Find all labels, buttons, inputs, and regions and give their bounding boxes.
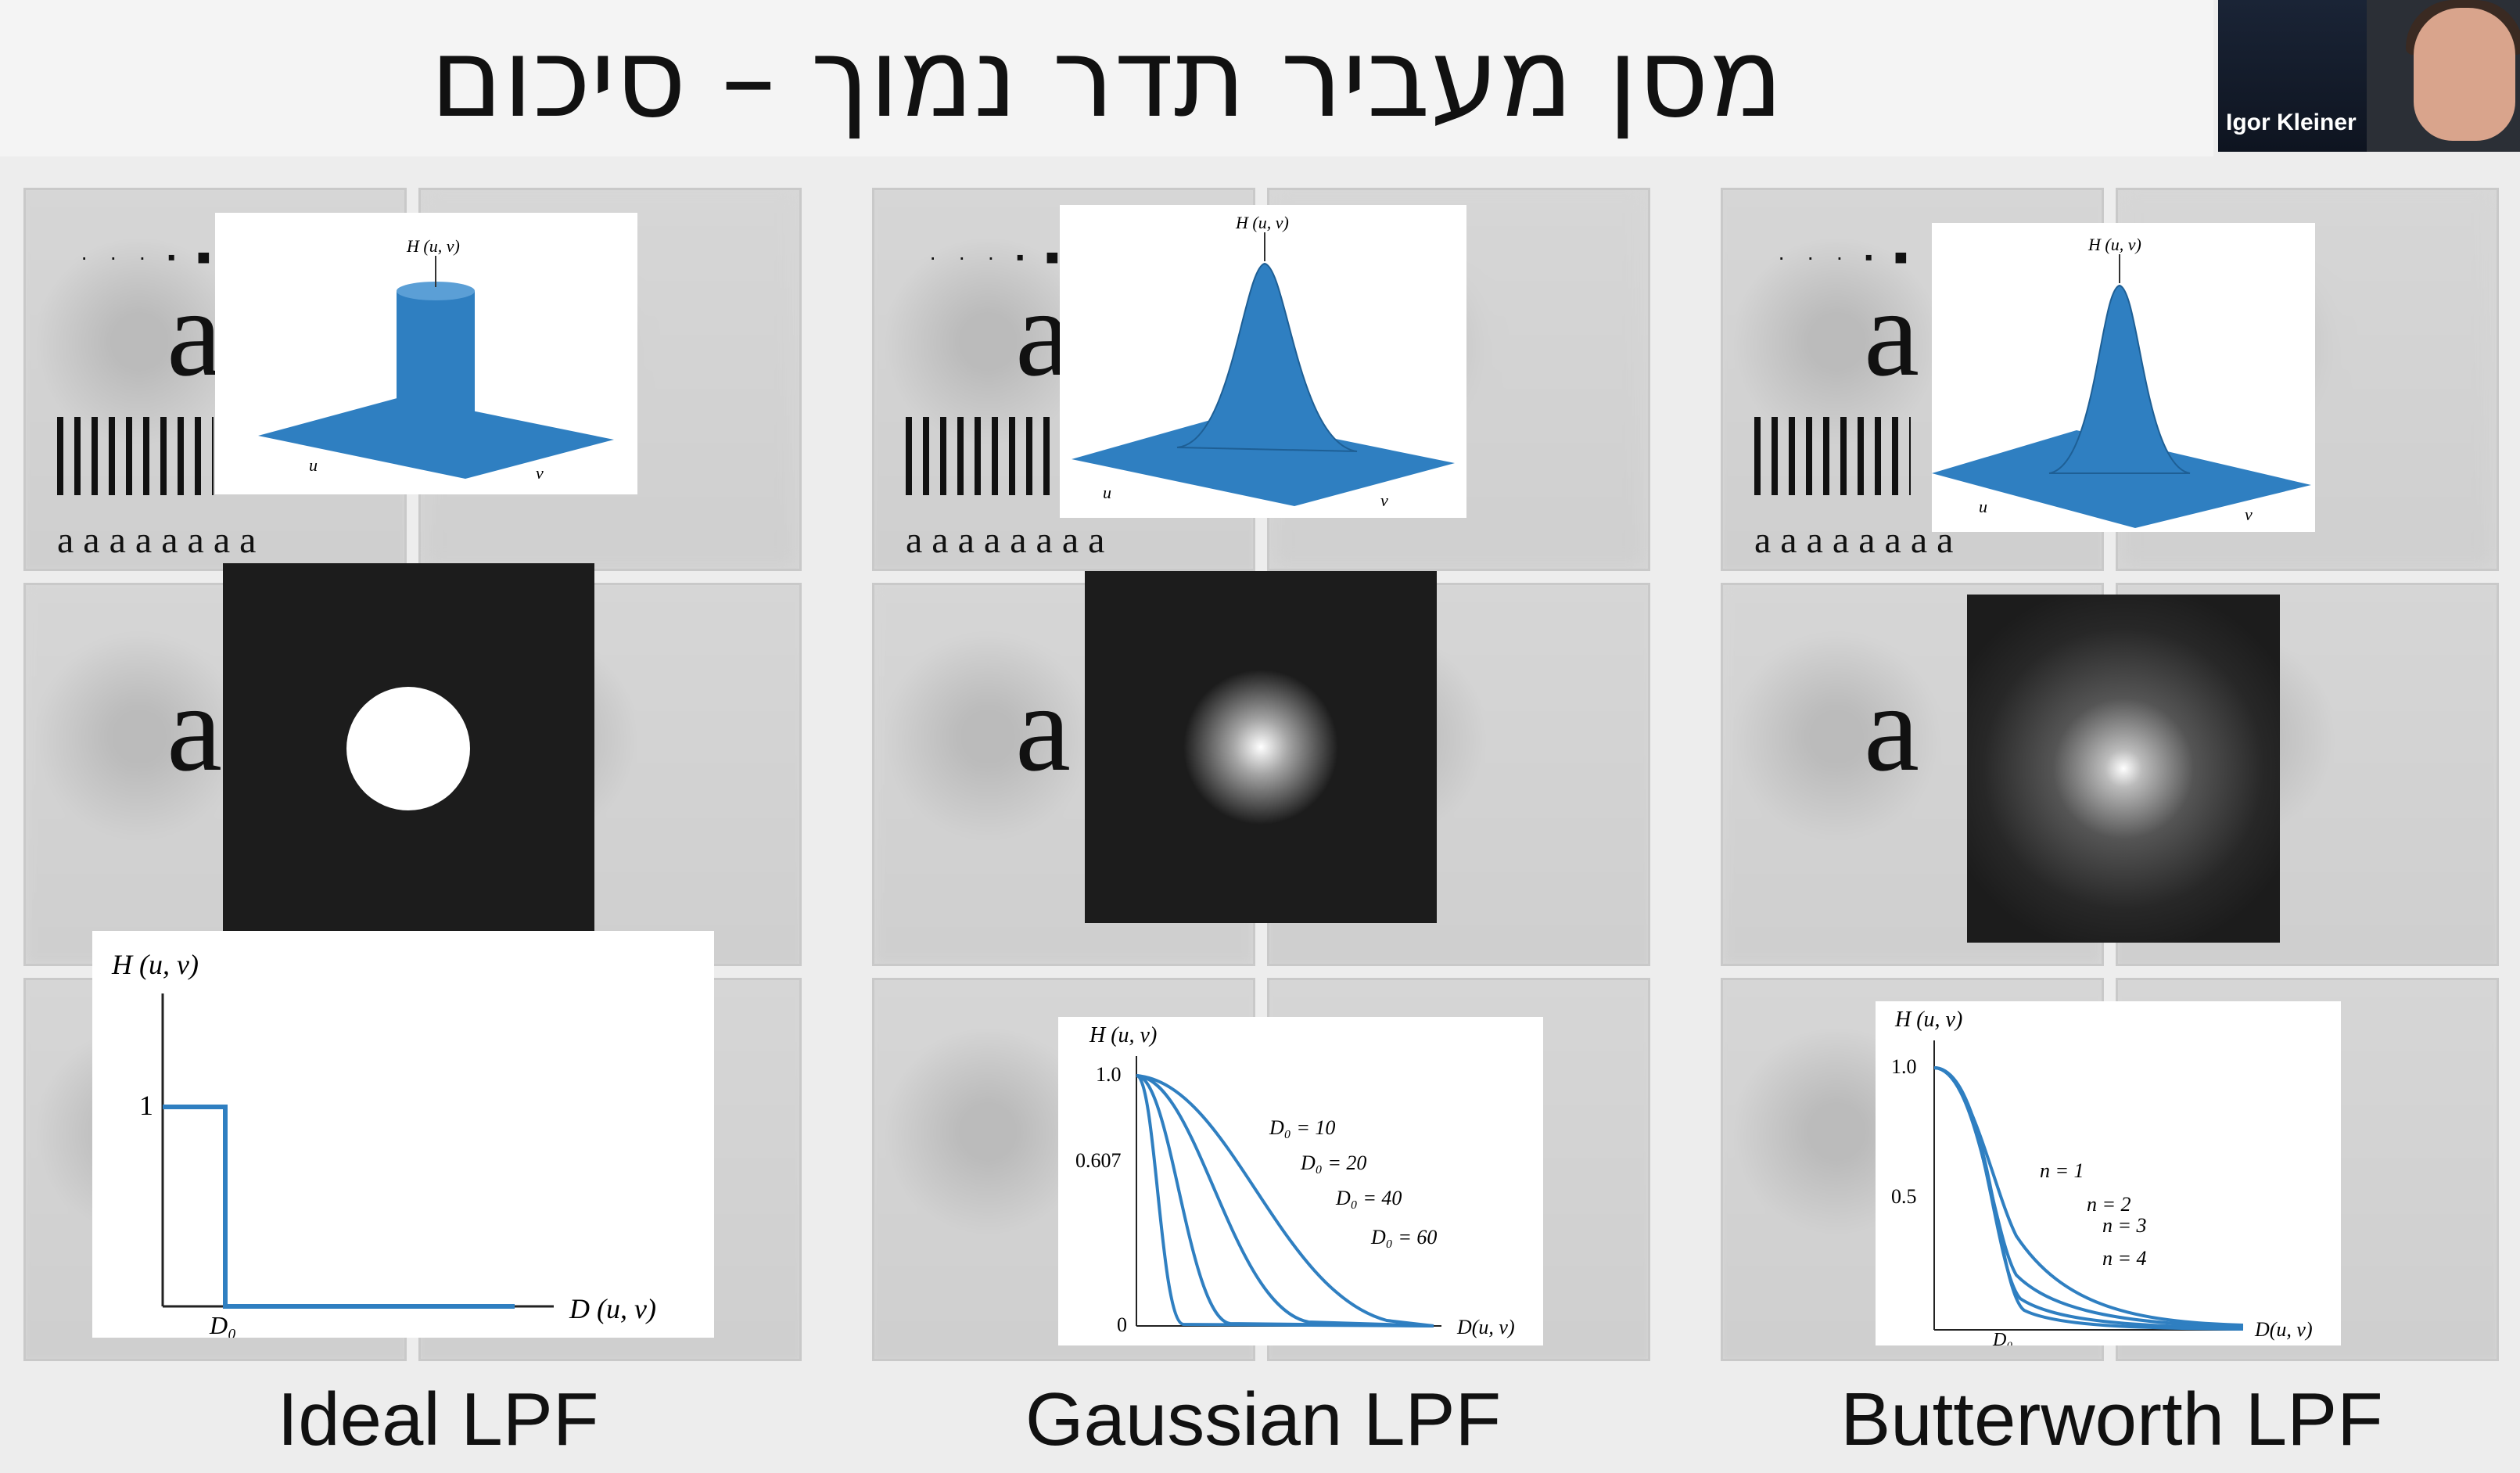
tile-bars [906,417,1062,495]
profile-curve [1135,1074,1434,1327]
plot-label-u: u [309,455,318,475]
legend-entry: D₀ = 60 [1370,1226,1437,1248]
profile-xlabel: D (u, v) [569,1293,656,1324]
tile-letter: a [167,658,223,797]
panel-gaussian-lpf: · · · ▪ ■ a a a a a a a a a a a H (u, v)… [872,188,1654,1461]
profile-xtick: D₀ [209,1311,236,1338]
tile-letter: a [1864,263,1920,402]
tile-row: a a a a a a a a [906,519,1105,561]
profile-ylabel: H (u, v) [1894,1008,1962,1032]
legend-entry: n = 2 [2087,1193,2131,1216]
tile-dots: · · · ▪ ■ [1778,245,1915,269]
plot-base [1072,416,1455,506]
filter-2d-image [223,563,594,931]
panel-butterworth-lpf: · · · ▪ ■ a a a a a a a a a a a H (u, v)… [1721,188,2503,1461]
filter-3d-svg: H (u, v) u v [1072,213,1455,510]
filter-profile-plot: H (u, v) 1.0 0.5 n = 1 n = 2 n = 3 n = 4… [1876,1001,2341,1350]
profile-curve [163,1105,515,1309]
plot-label-h: H (u, v) [406,236,460,256]
profile-curve [1933,1066,2244,1331]
slide-title-text: מסן מעביר תדר נמוך – סיכום [430,14,1783,142]
plot-base [1932,430,2311,528]
legend-entry: n = 4 [2102,1247,2147,1270]
profile-ylabel: H (u, v) [111,949,199,980]
profile-xlabel: D(u, v) [1456,1316,1515,1338]
panel-ideal-lpf: · · · ▪ ■ a a a a a a a a a a a H (u, v)… [23,188,806,1461]
profile-ytick: 1.0 [1891,1055,1917,1078]
plot-bell [2048,284,2191,474]
profile-curve [1136,1074,1434,1327]
filter-3d-plot: H (u, v) u v [1932,223,2315,532]
plot-cylinder-top [397,282,475,300]
profile-ytick: 0.5 [1891,1185,1917,1208]
profile-ytick: 0.607 [1075,1149,1122,1172]
panel-caption: Gaussian LPF [1025,1378,1502,1461]
tile-bars [1754,417,1911,495]
filter-3d-plot: H (u, v) u v [215,213,637,494]
filter-3d-svg: H (u, v) u v [1932,235,2311,528]
tile-dots: · · · ▪ ■ [929,245,1067,269]
tile-letter: a [1015,658,1072,797]
filter-profile-plot: H (u, v) 1.0 0.607 0 D₀ = 10 D₀ = 20 D₀ … [1058,1017,1543,1345]
profile-xtick: D₀ [1992,1330,2013,1345]
filter-profile-svg: H (u, v) 1.0 0.607 0 D₀ = 10 D₀ = 20 D₀ … [1075,1023,1515,1338]
webcam-name: Igor Kleiner [2226,110,2357,135]
tile-dots: · · · ▪ ■ [81,245,218,269]
plot-bell [1176,262,1358,452]
legend-entry: n = 1 [2040,1159,2084,1182]
legend-entry: D₀ = 10 [1269,1116,1335,1139]
tile-bars [57,417,214,495]
legend-entry: D₀ = 20 [1300,1151,1366,1174]
profile-ytick: 1 [139,1090,153,1121]
profile-ytick: 1.0 [1096,1063,1122,1086]
filter-profile-svg: H (u, v) 1.0 0.5 n = 1 n = 2 n = 3 n = 4… [1891,1008,2313,1350]
filter-glow [1967,595,2280,943]
plot-label-h: H (u, v) [2087,235,2141,254]
filter-profile-plot: H (u, v) 1 D₀ D (u, v) [92,931,714,1339]
profile-curve [1136,1074,1434,1327]
profile-curve [1136,1074,1434,1327]
plot-label-v: v [1380,490,1388,510]
tile-letter: a [1864,658,1920,797]
tile-letter: a [167,263,223,402]
filter-glow [1183,669,1339,825]
plot-cylinder [397,291,475,444]
plot-label-u: u [1979,497,1987,516]
panel-caption: Ideal LPF [277,1378,599,1461]
legend-entry: D₀ = 40 [1335,1187,1402,1209]
slide-title: מסן מעביר תדר נמוך – סיכום [0,0,2213,156]
tile-row: a a a a a a a a [1754,519,1954,561]
filter-disk [346,687,470,810]
profile-xlabel: D(u, v) [2254,1318,2313,1341]
legend-entry: n = 3 [2102,1214,2147,1237]
filter-2d-image [1085,571,1437,923]
plot-label-u: u [1103,483,1111,502]
filter-3d-svg: H (u, v) u v [258,236,614,483]
webcam-background [2218,0,2367,152]
webcam-thumbnail: Igor Kleiner [2218,0,2520,152]
plot-label-h: H (u, v) [1235,213,1289,232]
profile-ytick: 0 [1117,1313,1127,1336]
filter-profile-svg: H (u, v) 1 D₀ D (u, v) [111,949,656,1339]
webcam-face [2414,8,2515,141]
tile-row: a a a a a a a a [57,519,257,561]
profile-ylabel: H (u, v) [1089,1023,1157,1047]
filter-2d-image [1967,595,2280,943]
filter-3d-plot: H (u, v) u v [1060,205,1466,518]
plot-label-v: v [2245,505,2253,524]
plot-label-v: v [536,463,544,483]
panel-caption: Butterworth LPF [1840,1378,2383,1461]
